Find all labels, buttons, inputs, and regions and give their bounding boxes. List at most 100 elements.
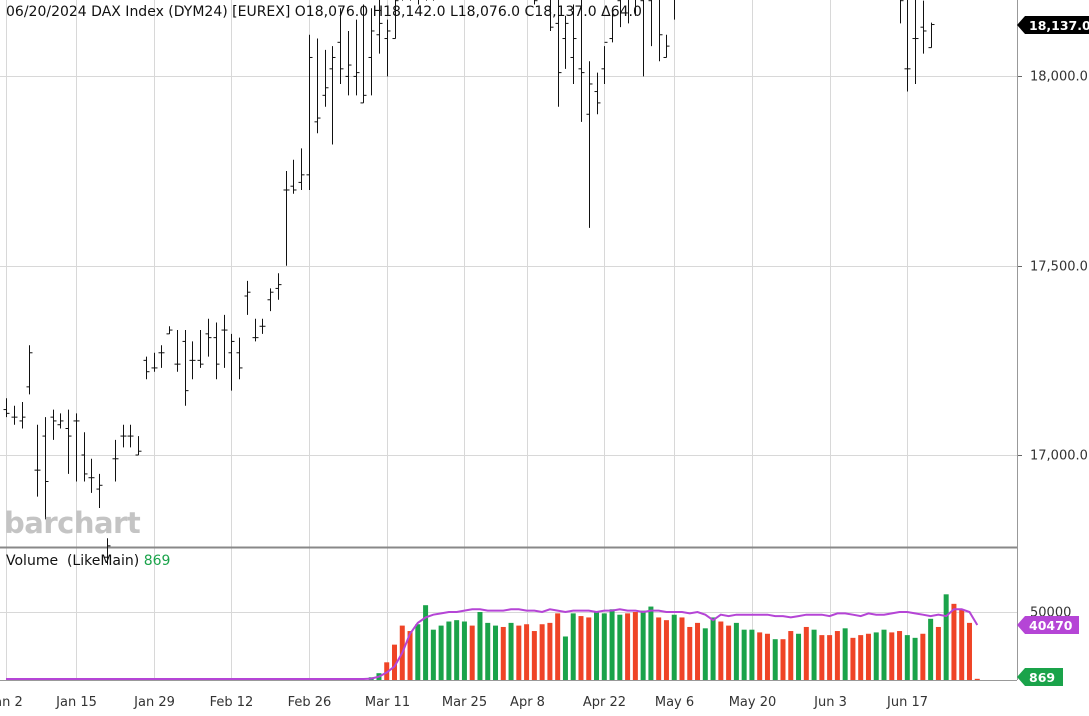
volume-bar <box>764 633 770 680</box>
header-close: C18,137.0 <box>524 4 597 20</box>
header-date: 06/20/2024 <box>6 4 87 20</box>
volume-bar <box>772 639 778 680</box>
x-tick-label: Mar 11 <box>365 695 410 710</box>
volume-bar <box>562 636 568 680</box>
x-tick-label: Jan 2 <box>0 695 23 710</box>
volume-bar <box>648 606 654 680</box>
ohlc-bar <box>376 0 383 54</box>
ohlc-bar <box>166 326 173 335</box>
ohlc-bars <box>3 0 935 565</box>
x-tick-label: Jan 15 <box>55 695 97 710</box>
ohlc-bar <box>410 0 411 1</box>
ohlc-bar <box>640 0 644 77</box>
ohlc-bar <box>283 171 290 266</box>
ohlc-bar <box>65 409 72 474</box>
x-tick-label: Jan 29 <box>133 695 175 710</box>
header-high: H18,142.0 <box>372 4 446 20</box>
ohlc-bar <box>534 0 538 5</box>
volume-bar <box>811 629 817 680</box>
header-change: Δ64.0 <box>601 4 642 20</box>
ohlc-bar <box>601 41 608 84</box>
ohlc-bar <box>674 0 675 20</box>
volume-bar <box>392 644 397 680</box>
volume-bar <box>500 626 506 680</box>
volume-bar <box>524 624 530 680</box>
volume-bar <box>570 613 576 680</box>
volume-bar <box>749 629 755 680</box>
x-tick-label: Mar 25 <box>442 695 487 710</box>
ohlc-bar <box>189 341 196 380</box>
ohlc-bar <box>57 413 64 429</box>
x-tick-label: Apr 22 <box>583 695 626 710</box>
volume-bar <box>601 613 607 680</box>
last-volume-badge-shape <box>1017 668 1063 686</box>
x-tick-label: Jun 17 <box>886 695 928 710</box>
ohlc-bar <box>594 72 601 115</box>
ohlc-bar <box>143 356 150 380</box>
volume-bar <box>625 613 631 680</box>
volume-bar <box>951 603 957 680</box>
volume-bar <box>656 617 662 680</box>
volume-bar <box>935 626 941 680</box>
ohlc-bar <box>205 318 212 357</box>
volume-bar <box>586 617 592 680</box>
volume-bar <box>632 612 638 680</box>
ohlc-bar <box>433 0 434 1</box>
ohlc-bar <box>360 4 367 104</box>
volume-bar <box>695 622 701 680</box>
ohlc-bar <box>112 439 119 482</box>
volume-bar <box>454 620 460 680</box>
volume-bar <box>493 625 499 680</box>
volume-bar <box>803 626 809 680</box>
ohlc-bar <box>88 458 95 493</box>
volume-bar <box>555 613 561 680</box>
ohlc-bar <box>337 8 344 84</box>
volume-bar <box>384 662 390 680</box>
volume-bar <box>726 625 732 680</box>
volume-bar <box>477 612 483 680</box>
volume-panel-title: Volume (LikeMain) 869 <box>6 553 170 569</box>
volume-bar <box>842 628 848 680</box>
ohlc-bar <box>368 8 375 96</box>
ohlc-bar <box>3 398 10 418</box>
volume-bar <box>966 622 972 680</box>
ohlc-bar <box>345 30 352 96</box>
volume-bar <box>796 633 802 680</box>
ohlc-bar <box>306 34 313 190</box>
ohlc-bar <box>912 0 919 84</box>
volume-bar <box>865 633 871 680</box>
header-open: O18,076.0 <box>294 4 369 20</box>
ohlc-bar <box>426 0 427 1</box>
y-tick-label: 17,500.0 <box>1030 260 1088 275</box>
volume-bar <box>827 635 833 680</box>
ohlc-bar <box>50 409 57 440</box>
volume-bar <box>702 628 708 680</box>
ohlc-bar <box>26 345 33 395</box>
ohlc-bar <box>298 148 305 190</box>
ohlc-bar <box>120 424 127 448</box>
volume-bar <box>943 594 949 680</box>
volume-bar <box>640 610 646 680</box>
x-tick-label: Jun 3 <box>813 695 847 710</box>
volume-bar <box>679 617 685 680</box>
last-price-badge: 18,137.0 <box>1017 16 1089 34</box>
volume-bar <box>609 609 615 680</box>
ohlc-bar <box>244 280 251 315</box>
volume-bar <box>469 625 475 680</box>
volume-bar <box>617 614 623 680</box>
avg-volume-badge-text: 40470 <box>1029 618 1073 633</box>
ohlc-bar <box>42 417 49 520</box>
volume-bar <box>718 621 724 680</box>
ohlc-bar <box>252 318 259 342</box>
ohlc-bar <box>34 424 41 497</box>
y-tick-label: 17,000.0 <box>1030 449 1088 464</box>
ohlc-bar <box>609 8 616 43</box>
ohlc-bar <box>659 0 663 62</box>
ohlc-bar <box>81 432 88 482</box>
header-symbol: DAX Index (DYM24) [EUREX] <box>91 4 291 20</box>
volume-bar <box>531 631 537 680</box>
volume-bar <box>819 635 825 680</box>
volume-bar <box>461 621 467 680</box>
avg-volume-badge-shape <box>1017 616 1079 634</box>
